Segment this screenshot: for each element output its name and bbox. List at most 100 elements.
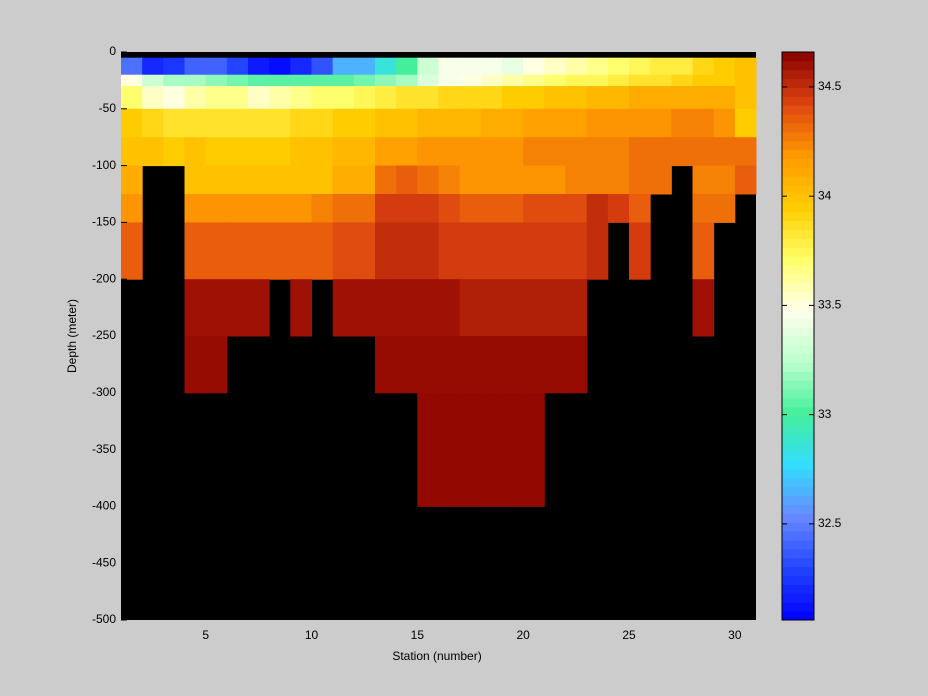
heatmap-cell — [629, 222, 651, 280]
heatmap-cell — [375, 86, 397, 110]
heatmap-cell — [417, 137, 439, 167]
heatmap-cell — [459, 74, 482, 87]
heatmap-cell — [184, 108, 207, 138]
heatmap-cell — [713, 137, 736, 167]
heatmap-cell — [332, 194, 355, 223]
heatmap-cell — [565, 57, 588, 76]
heatmap-cell — [734, 165, 757, 195]
heatmap-cell — [269, 194, 291, 223]
heatmap-cell — [121, 165, 143, 195]
heatmap-cell — [142, 74, 164, 87]
heatmap-cell — [184, 74, 207, 87]
heatmap-cell — [438, 165, 461, 195]
heatmap-cell — [205, 165, 228, 195]
heatmap-cell — [396, 74, 418, 87]
colorbar-swatch — [782, 52, 814, 62]
colorbar-swatch — [782, 309, 814, 319]
y-tick-label: -400 — [92, 499, 116, 513]
heatmap-cell — [290, 165, 312, 195]
heatmap-cell — [544, 108, 566, 138]
heatmap-cell — [290, 222, 312, 280]
heatmap-cell — [248, 57, 270, 76]
heatmap-cell — [671, 74, 693, 87]
heatmap-cell — [438, 57, 461, 76]
heatmap-cell — [417, 222, 439, 280]
heatmap-cell — [586, 86, 609, 110]
heatmap-cell — [226, 222, 249, 280]
colorbar-swatch — [782, 522, 814, 532]
heatmap-cell — [671, 86, 693, 110]
heatmap-cell — [417, 108, 439, 138]
heatmap-cell — [375, 165, 397, 195]
colorbar-swatch — [782, 60, 814, 71]
heatmap-cell — [142, 108, 164, 138]
heatmap-cell — [650, 137, 672, 167]
colorbar-swatch — [782, 566, 814, 577]
heatmap-cell — [586, 57, 609, 76]
x-tick-label: 15 — [411, 628, 425, 642]
heatmap-cell — [544, 194, 566, 223]
heatmap-cell — [375, 336, 397, 394]
colorbar-swatch — [782, 353, 814, 364]
heatmap-cell — [226, 108, 249, 138]
colorbar-frame — [781, 51, 815, 621]
heatmap-cell — [311, 86, 334, 110]
heatmap-cell — [269, 57, 291, 76]
x-tick-label: 10 — [305, 628, 319, 642]
colorbar-swatch — [782, 371, 814, 381]
colorbar-swatch — [782, 540, 814, 550]
heatmap-cell — [586, 108, 609, 138]
heatmap-cell — [248, 86, 270, 110]
heatmap-cell — [248, 279, 270, 337]
heatmap-cell — [205, 108, 228, 138]
heatmap-cell — [607, 86, 630, 110]
heatmap-cell — [586, 165, 609, 195]
heatmap-cell — [375, 194, 397, 223]
heatmap-cell — [502, 194, 524, 223]
colorbar-swatch — [782, 478, 814, 488]
heatmap-cell — [163, 108, 185, 138]
heatmap-cell — [142, 57, 164, 76]
y-axis-label: Depth (meter) — [65, 299, 79, 373]
heatmap-cell — [375, 108, 397, 138]
heatmap-cell — [226, 137, 249, 167]
heatmap-cell — [607, 74, 630, 87]
heatmap-cell — [650, 74, 672, 87]
heatmap-cell — [396, 86, 418, 110]
heatmap-cell — [163, 137, 185, 167]
heatmap-cell — [396, 137, 418, 167]
heatmap-cell — [523, 74, 545, 87]
heatmap-cell — [353, 108, 376, 138]
y-tick-label: -50 — [99, 101, 117, 115]
heatmap-cell — [692, 74, 715, 87]
heatmap-cell — [269, 108, 291, 138]
colorbar-swatch — [782, 96, 814, 106]
heatmap-cell — [290, 194, 312, 223]
heatmap-cell — [650, 86, 672, 110]
heatmap-cell — [607, 57, 630, 76]
heatmap-cell — [205, 86, 228, 110]
heatmap-cell — [184, 165, 207, 195]
colorbar-tick-label: 34.5 — [818, 79, 842, 93]
heatmap-cell — [311, 222, 334, 280]
heatmap-cell — [269, 165, 291, 195]
colorbar-swatch — [782, 398, 814, 408]
heatmap-cell — [417, 74, 439, 87]
heatmap-cell — [417, 194, 439, 223]
colorbar-swatch — [782, 389, 814, 399]
heatmap-cell — [629, 108, 651, 138]
heatmap-cell — [438, 137, 461, 167]
heatmap-cell — [332, 74, 355, 87]
colorbar-swatch — [782, 407, 814, 417]
colorbar-swatch — [782, 114, 814, 124]
heatmap-cell — [734, 108, 757, 138]
heatmap-cell — [565, 279, 588, 337]
heatmap-cell — [502, 165, 524, 195]
heatmap-cell — [713, 108, 736, 138]
heatmap-cell — [671, 57, 693, 76]
y-tick-label: -150 — [92, 215, 116, 229]
heatmap-cell — [692, 165, 715, 195]
colorbar-swatch — [782, 202, 814, 213]
heatmap-cell — [692, 279, 715, 337]
